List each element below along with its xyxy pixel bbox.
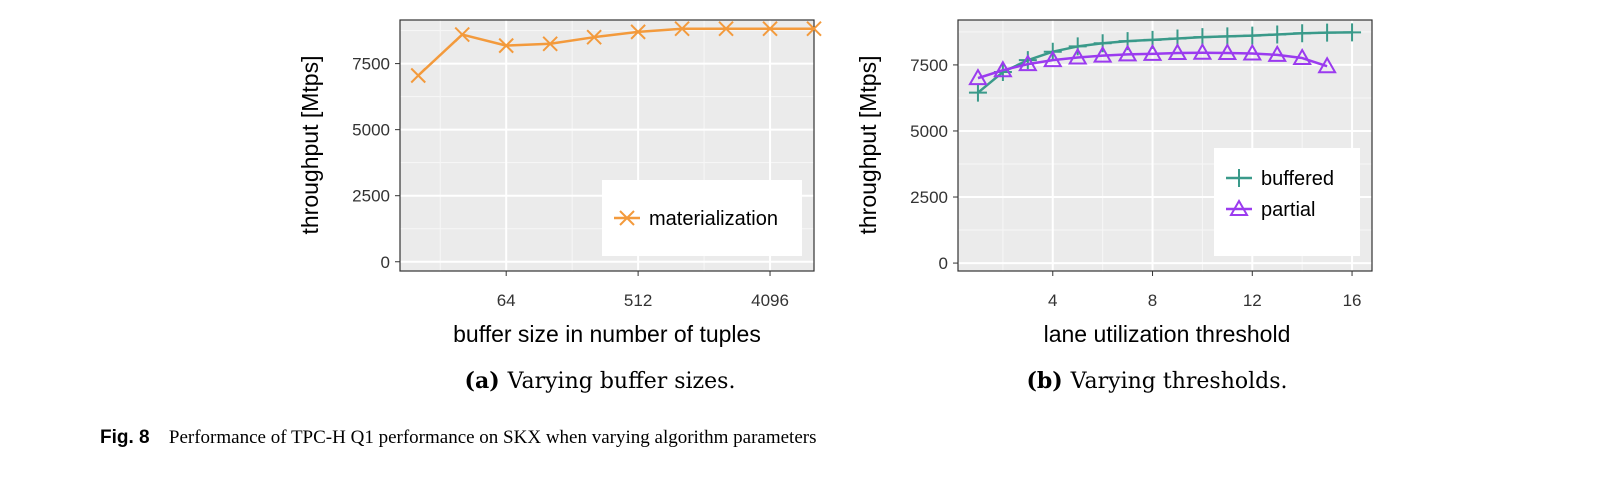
data-point-partial [993,60,1013,78]
data-point-buffered [1318,23,1337,42]
data-point-partial [1117,44,1138,62]
y-axis-title-a: throughput [Mtps] [297,56,323,235]
series-line-buffered [977,31,1353,94]
data-point-materialization [410,67,426,84]
data-point-buffered [968,83,987,102]
data-point-partial [1142,43,1163,61]
x-tick-label: 16 [1343,291,1362,310]
plot-frame [399,19,815,272]
x-axis-title-a: buffer size in number of tuples [453,321,761,347]
data-point-materialization [454,26,470,43]
data-point-partial [1242,43,1263,61]
x-tick-label: 64 [497,291,516,310]
data-point-materialization [806,21,822,37]
series-group-b [968,23,1362,102]
plot-frame [957,19,1373,272]
data-point-materialization [630,24,646,40]
legend-key-marker [619,210,635,226]
data-point-materialization [586,29,602,45]
figure-caption-label: Fig. 8 [100,427,150,448]
data-point-partial [1018,54,1038,72]
axis-ticks-a: 0 2500 5000 7500 64 512 4096 [352,19,815,310]
figure-caption: Fig. 8 Performance of TPC-H Q1 performan… [100,427,816,449]
data-point-buffered [1218,27,1237,46]
y-tick-label: 7500 [352,55,390,74]
legend-label-buffered: buffered [1261,168,1334,190]
subcaption-a: (a) Varying buffer sizes. [465,368,736,394]
legend-key-marker [1229,198,1249,216]
x-tick-label: 4 [1048,291,1057,310]
data-point-buffered [1293,24,1312,43]
data-point-partial [1217,43,1238,61]
data-point-partial [968,68,988,86]
series-line-materialization [417,27,814,77]
series-line-partial [977,51,1328,80]
panel-a-buffer-sizes: 0 2500 5000 7500 64 512 4096 materialization b… [297,19,822,394]
series-group-a [410,21,822,84]
y-tick-label: 0 [381,253,390,272]
data-point-buffered [1068,37,1087,56]
data-point-materialization [762,21,778,37]
data-point-partial [1292,48,1312,66]
y-tick-label: 7500 [910,56,948,75]
y-tick-label: 0 [939,254,948,273]
panel-b-thresholds: 0 2500 5000 7500 4 8 12 16 buffered partial lane… [855,19,1373,394]
y-tick-label: 5000 [352,121,390,140]
x-axis-title-b: lane utilization threshold [1044,321,1291,347]
data-point-materialization [542,36,558,52]
data-point-buffered [1343,23,1362,42]
y-tick-label: 2500 [910,188,948,207]
x-tick-label: 8 [1148,291,1157,310]
axis-ticks-b: 0 2500 5000 7500 4 8 12 16 [910,19,1373,310]
data-point-partial [1167,43,1188,61]
legend-label-materialization: materialization [649,208,778,230]
x-tick-label: 12 [1243,291,1262,310]
data-point-partial [1267,44,1287,62]
data-point-partial [1092,45,1113,63]
data-point-buffered [1268,25,1287,44]
subcaption-b: (b) Varying thresholds. [1026,368,1287,394]
data-point-buffered [1243,26,1262,45]
legend-a: materialization [602,180,802,256]
grid-a [400,20,814,271]
legend-key-marker [1230,169,1248,187]
data-point-materialization [718,21,734,37]
data-point-partial [1192,42,1213,60]
x-tick-label: 4096 [751,291,789,310]
data-point-partial [1043,50,1063,68]
data-point-partial [1317,56,1337,74]
x-tick-label: 512 [624,291,652,310]
data-point-materialization [498,37,514,54]
y-tick-label: 5000 [910,122,948,141]
y-axis-title-b: throughput [Mtps] [855,56,881,235]
legend-b: buffered partial [1214,148,1360,256]
y-tick-label: 2500 [352,187,390,206]
data-point-materialization [674,21,690,37]
data-point-partial [1067,47,1088,65]
legend-label-partial: partial [1261,199,1315,221]
figure-caption-text: Performance of TPC-H Q1 performance on S… [168,427,817,448]
